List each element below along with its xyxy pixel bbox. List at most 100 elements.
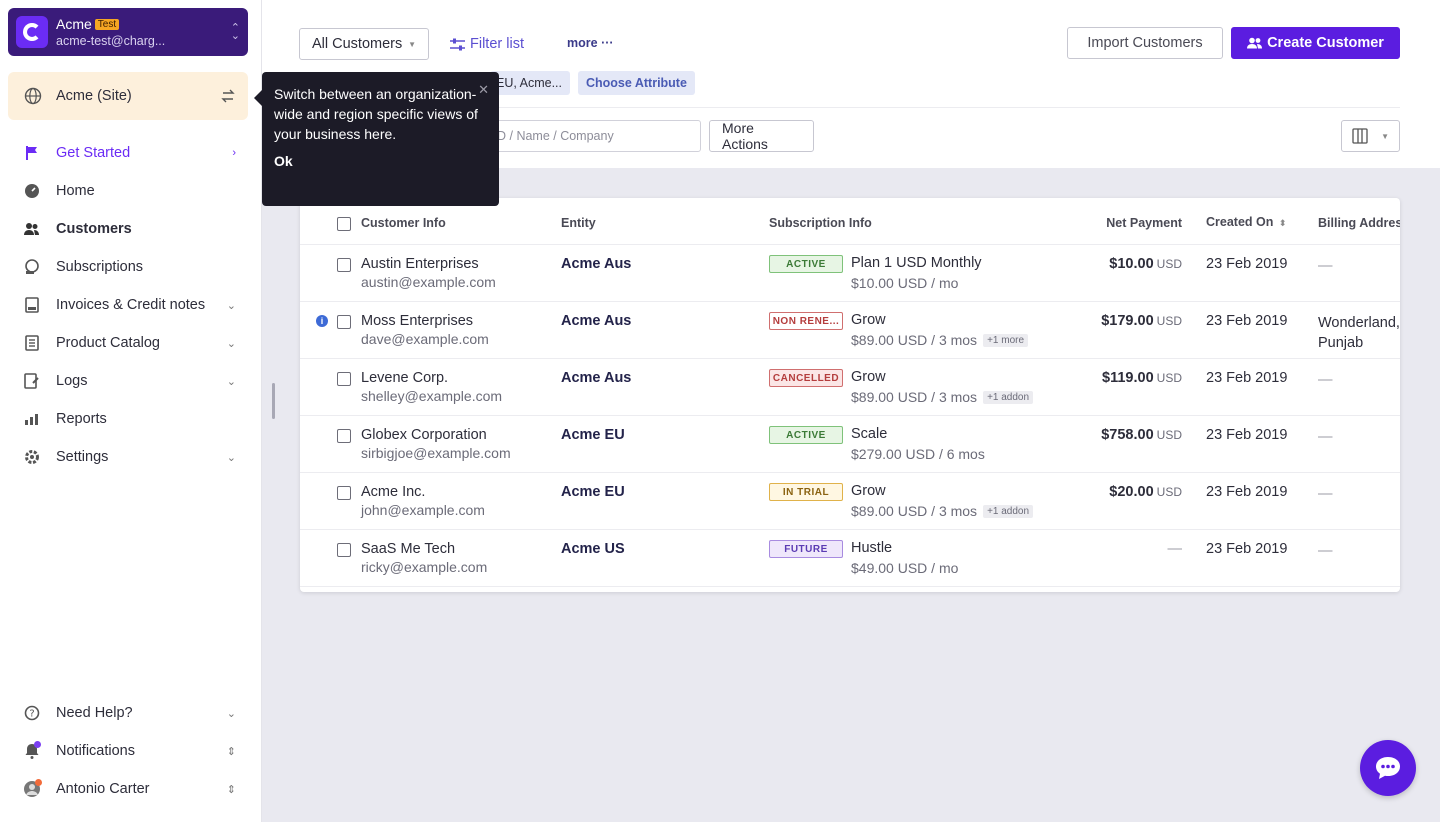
customer-email: austin@example.com bbox=[361, 274, 496, 290]
column-created-on-label: Created On bbox=[1206, 215, 1274, 229]
sort-icon[interactable]: ⬍ bbox=[1278, 218, 1287, 228]
nav-notifications[interactable]: Notifications ⇕ bbox=[0, 732, 262, 770]
table-row[interactable]: Globex Corporation sirbigjoe@example.com A… bbox=[300, 416, 1400, 473]
nav-invoices[interactable]: Invoices & Credit notes ⌄ bbox=[0, 286, 262, 324]
row-checkbox[interactable] bbox=[337, 486, 351, 500]
search-placeholder: D / Name / Company bbox=[497, 129, 614, 143]
nav-label: Notifications bbox=[56, 743, 135, 759]
plan-price-text: $10.00 USD / mo bbox=[851, 275, 959, 291]
plan-price-text: $89.00 USD / 3 mos bbox=[851, 503, 978, 519]
nav-profile[interactable]: Antonio Carter ⇕ bbox=[0, 770, 262, 808]
plan-price-text: $89.00 USD / 3 mos bbox=[851, 332, 978, 348]
nav-need-help[interactable]: ? Need Help? ⌄ bbox=[0, 694, 262, 732]
header-divider bbox=[298, 107, 1400, 108]
billing-address: — bbox=[1318, 427, 1333, 447]
logs-icon bbox=[24, 373, 40, 389]
ellipsis-icon: ··· bbox=[601, 36, 614, 50]
table-row[interactable]: Levene Corp. shelley@example.com Acme Aus C… bbox=[300, 359, 1400, 416]
customer-name[interactable]: Moss Enterprises bbox=[361, 313, 474, 329]
column-created-on[interactable]: Created On ⬍ bbox=[1206, 215, 1286, 229]
nav-settings[interactable]: Settings ⌄ bbox=[0, 438, 262, 476]
column-settings-button[interactable]: ▼ bbox=[1341, 120, 1400, 152]
currency: USD bbox=[1156, 257, 1182, 271]
import-label: Import Customers bbox=[1087, 35, 1203, 51]
row-checkbox[interactable] bbox=[337, 429, 351, 443]
column-customer-info[interactable]: Customer Info bbox=[361, 216, 446, 230]
nav-logs[interactable]: Logs ⌄ bbox=[0, 362, 262, 400]
table-row[interactable]: SaaS Me Tech ricky@example.com Acme US FUTU… bbox=[300, 530, 1400, 587]
customer-name[interactable]: Austin Enterprises bbox=[361, 256, 479, 272]
filter-list-link[interactable]: Filter list bbox=[450, 36, 524, 52]
billing-address: Wonderland, Punjab bbox=[1318, 313, 1400, 353]
nav-reports[interactable]: Reports bbox=[0, 400, 262, 438]
table-row[interactable]: i Moss Enterprises dave@example.com Acme Au… bbox=[300, 302, 1400, 359]
extra-badge: +1 addon bbox=[983, 391, 1034, 404]
flag-icon bbox=[24, 145, 40, 161]
dashboard-icon bbox=[24, 183, 40, 199]
row-checkbox[interactable] bbox=[337, 258, 351, 272]
customer-email: sirbigjoe@example.com bbox=[361, 445, 511, 461]
nav-product-catalog[interactable]: Product Catalog ⌄ bbox=[0, 324, 262, 362]
expand-collapse-icon: ⌃ ⌄ bbox=[230, 22, 240, 42]
plan-price-text: $279.00 USD / 6 mos bbox=[851, 446, 985, 462]
column-entity[interactable]: Entity bbox=[561, 216, 596, 230]
chargebee-logo-icon bbox=[16, 16, 48, 48]
chevron-down-icon: ⌄ bbox=[226, 451, 236, 464]
create-label: Create Customer bbox=[1267, 35, 1384, 51]
column-net-payment[interactable]: Net Payment bbox=[1106, 216, 1182, 230]
column-billing-address[interactable]: Billing Addres bbox=[1318, 216, 1400, 230]
choose-attribute-chip[interactable]: Choose Attribute bbox=[578, 71, 695, 95]
nav-subscriptions[interactable]: Subscriptions bbox=[0, 248, 262, 286]
chevron-down-icon: ⌄ bbox=[226, 299, 236, 312]
row-checkbox[interactable] bbox=[337, 315, 351, 329]
row-checkbox[interactable] bbox=[337, 543, 351, 557]
customer-name[interactable]: SaaS Me Tech bbox=[361, 541, 456, 557]
create-customer-button[interactable]: Create Customer bbox=[1231, 27, 1400, 59]
net-payment: — bbox=[1167, 541, 1183, 557]
customer-email: john@example.com bbox=[361, 502, 485, 518]
nav-label: Home bbox=[56, 183, 95, 199]
table-row[interactable]: Acme Inc. john@example.com Acme EU IN TRIAL… bbox=[300, 473, 1400, 530]
nav-customers[interactable]: Customers bbox=[0, 210, 262, 248]
net-payment-amount: $758.00 bbox=[1101, 427, 1154, 443]
plan-name: Hustle bbox=[851, 540, 893, 556]
switch-arrows-icon[interactable] bbox=[220, 89, 236, 103]
column-subscription-info[interactable]: Subscription Info bbox=[769, 216, 872, 230]
caret-down-icon: ▼ bbox=[408, 39, 416, 49]
chevron-right-icon: › bbox=[232, 147, 236, 159]
currency: USD bbox=[1156, 371, 1182, 385]
more-link[interactable]: more ··· bbox=[567, 36, 614, 50]
billing-line-2: Punjab bbox=[1318, 335, 1364, 351]
billing-address: — bbox=[1318, 370, 1333, 390]
close-icon[interactable]: ✕ bbox=[478, 82, 489, 97]
table-row[interactable]: Austin Enterprises austin@example.com Acme… bbox=[300, 245, 1400, 302]
plan-price: $89.00 USD / 3 mos +1 addon bbox=[851, 389, 1034, 405]
status-badge: NON RENE... bbox=[769, 312, 843, 330]
chat-button[interactable] bbox=[1360, 740, 1416, 796]
customer-name[interactable]: Globex Corporation bbox=[361, 427, 487, 443]
invoice-icon bbox=[24, 297, 40, 313]
select-all-checkbox[interactable] bbox=[337, 217, 351, 231]
customer-name[interactable]: Levene Corp. bbox=[361, 370, 449, 386]
customer-name[interactable]: Acme Inc. bbox=[361, 484, 426, 500]
users-icon bbox=[24, 221, 40, 237]
org-view-switcher[interactable]: Acme (Site) bbox=[8, 72, 248, 120]
org-view-label: Acme (Site) bbox=[56, 88, 132, 104]
tooltip-ok-button[interactable]: Ok bbox=[274, 153, 293, 169]
nav-home[interactable]: Home bbox=[0, 172, 262, 210]
tooltip-message: Switch between an organization-wide and … bbox=[274, 86, 478, 142]
info-icon[interactable]: i bbox=[316, 315, 328, 327]
chevron-down-icon: ⌄ bbox=[226, 375, 236, 388]
more-actions-button[interactable]: More Actions bbox=[709, 120, 814, 152]
net-payment-amount: $179.00 bbox=[1101, 313, 1154, 329]
entity-filter-chip[interactable]: EU, Acme... bbox=[490, 71, 570, 95]
import-customers-button[interactable]: Import Customers bbox=[1067, 27, 1223, 59]
billing-line-1: — bbox=[1318, 372, 1333, 388]
nav-get-started[interactable]: Get Started › bbox=[0, 134, 262, 172]
sidebar-resize-handle[interactable] bbox=[272, 383, 275, 419]
row-checkbox[interactable] bbox=[337, 372, 351, 386]
test-badge: Test bbox=[94, 18, 120, 30]
customer-view-select[interactable]: All Customers ▼ bbox=[299, 28, 429, 60]
customer-search-input[interactable]: D / Name / Company bbox=[488, 120, 701, 152]
site-switcher[interactable]: Acme Test acme-test@charg... ⌃ ⌄ bbox=[8, 8, 248, 56]
